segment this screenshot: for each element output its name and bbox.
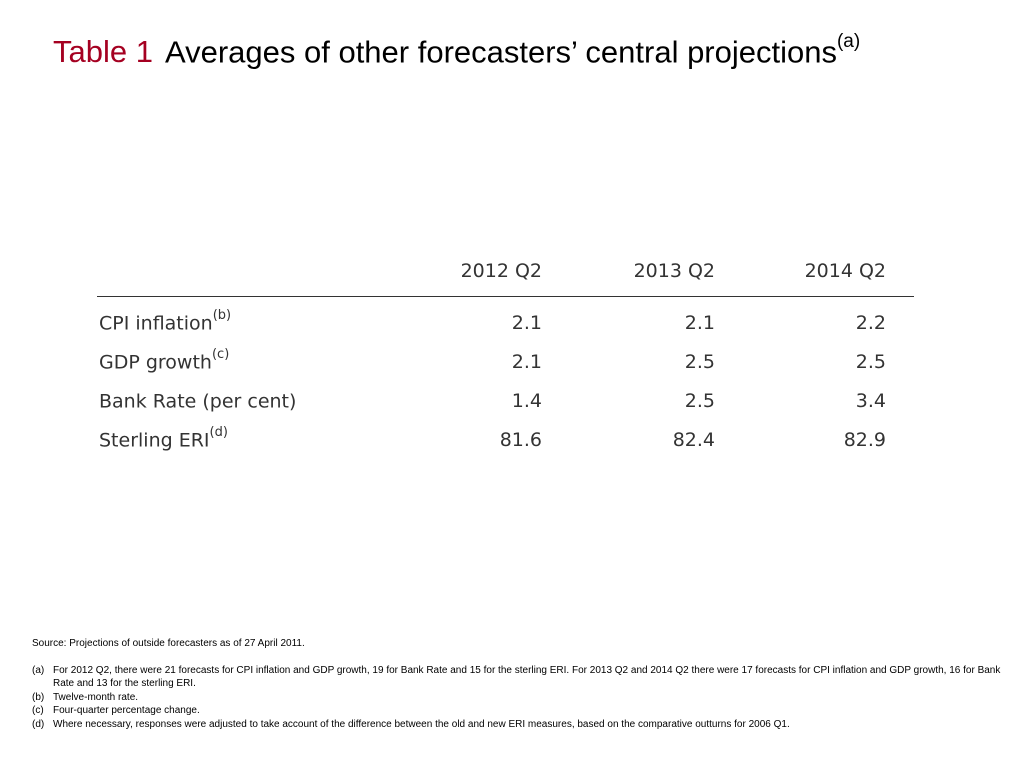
row-label-text: CPI inflation [99, 312, 213, 335]
table-row: Bank Rate (per cent) 1.4 2.5 3.4 [97, 381, 914, 420]
row-label: Bank Rate (per cent) [97, 381, 397, 420]
forecast-table: 2012 Q2 2013 Q2 2014 Q2 CPI inflation(b)… [97, 250, 914, 459]
row-footnote-marker: (d) [209, 424, 228, 440]
footnote-text: Twelve-month rate. [53, 691, 139, 703]
footnote-label: (c) [32, 705, 44, 716]
footnote-text: Where necessary, responses were adjusted… [53, 718, 790, 730]
row-label: Sterling ERI(d) [97, 420, 397, 459]
row-label: GDP growth(c) [97, 342, 397, 381]
footnote-text: For 2012 Q2, there were 21 forecasts for… [53, 664, 1001, 690]
forecast-table-container: 2012 Q2 2013 Q2 2014 Q2 CPI inflation(b)… [97, 250, 914, 459]
table-cell: 82.9 [843, 428, 886, 451]
table-cell: 1.4 [511, 389, 542, 412]
footnote-item: (a) For 2012 Q2, there were 21 forecasts… [32, 664, 1002, 691]
column-header: 2014 Q2 [743, 250, 914, 297]
footnotes: Source: Projections of outside forecaste… [32, 637, 1002, 731]
table-cell: 82.4 [672, 428, 715, 451]
footnote-label: (a) [32, 664, 45, 676]
column-header: 2013 Q2 [570, 250, 743, 297]
row-label-text: Sterling ERI [99, 429, 210, 452]
header-blank-cell [97, 250, 397, 297]
footnote-item: (d) Where necessary, responses were adju… [32, 718, 1002, 732]
table-cell: 2.2 [855, 311, 886, 334]
row-footnote-marker: (c) [211, 346, 230, 362]
table-cell: 2.5 [855, 350, 886, 373]
table-title-text: Averages of other forecasters’ central p… [164, 34, 837, 70]
table-cell: 2.1 [684, 311, 715, 334]
row-label-text: GDP growth [99, 351, 212, 374]
column-header: 2012 Q2 [397, 250, 570, 297]
slide-title: Table 1 Averages of other forecasters’ ce… [53, 26, 860, 72]
table-cell: 3.4 [855, 389, 886, 412]
table-cell: 2.1 [511, 350, 542, 373]
table-row: CPI inflation(b) 2.1 2.1 2.2 [97, 297, 914, 343]
table-cell: 2.5 [684, 350, 715, 373]
row-label-text: Bank Rate (per cent) [99, 390, 297, 413]
footnote-item: (b) Twelve-month rate. [32, 691, 1002, 705]
title-footnote-marker: (a) [836, 31, 861, 52]
source-note: Source: Projections of outside forecaste… [32, 638, 305, 649]
table-cell: 2.5 [684, 389, 715, 412]
row-label: CPI inflation(b) [97, 297, 397, 343]
table-cell: 2.1 [511, 311, 542, 334]
table-cell: 81.6 [499, 428, 542, 451]
footnote-item: (c) Four-quarter percentage change. [32, 704, 1002, 718]
table-header-row: 2012 Q2 2013 Q2 2014 Q2 [97, 250, 914, 297]
row-footnote-marker: (b) [212, 307, 232, 323]
table-row: Sterling ERI(d) 81.6 82.4 82.9 [97, 420, 914, 459]
footnote-label: (b) [32, 691, 45, 703]
footnote-label: (d) [32, 718, 45, 730]
table-number-label: Table 1 [53, 34, 153, 70]
table-row: GDP growth(c) 2.1 2.5 2.5 [97, 342, 914, 381]
footnote-text: Four-quarter percentage change. [53, 705, 200, 716]
